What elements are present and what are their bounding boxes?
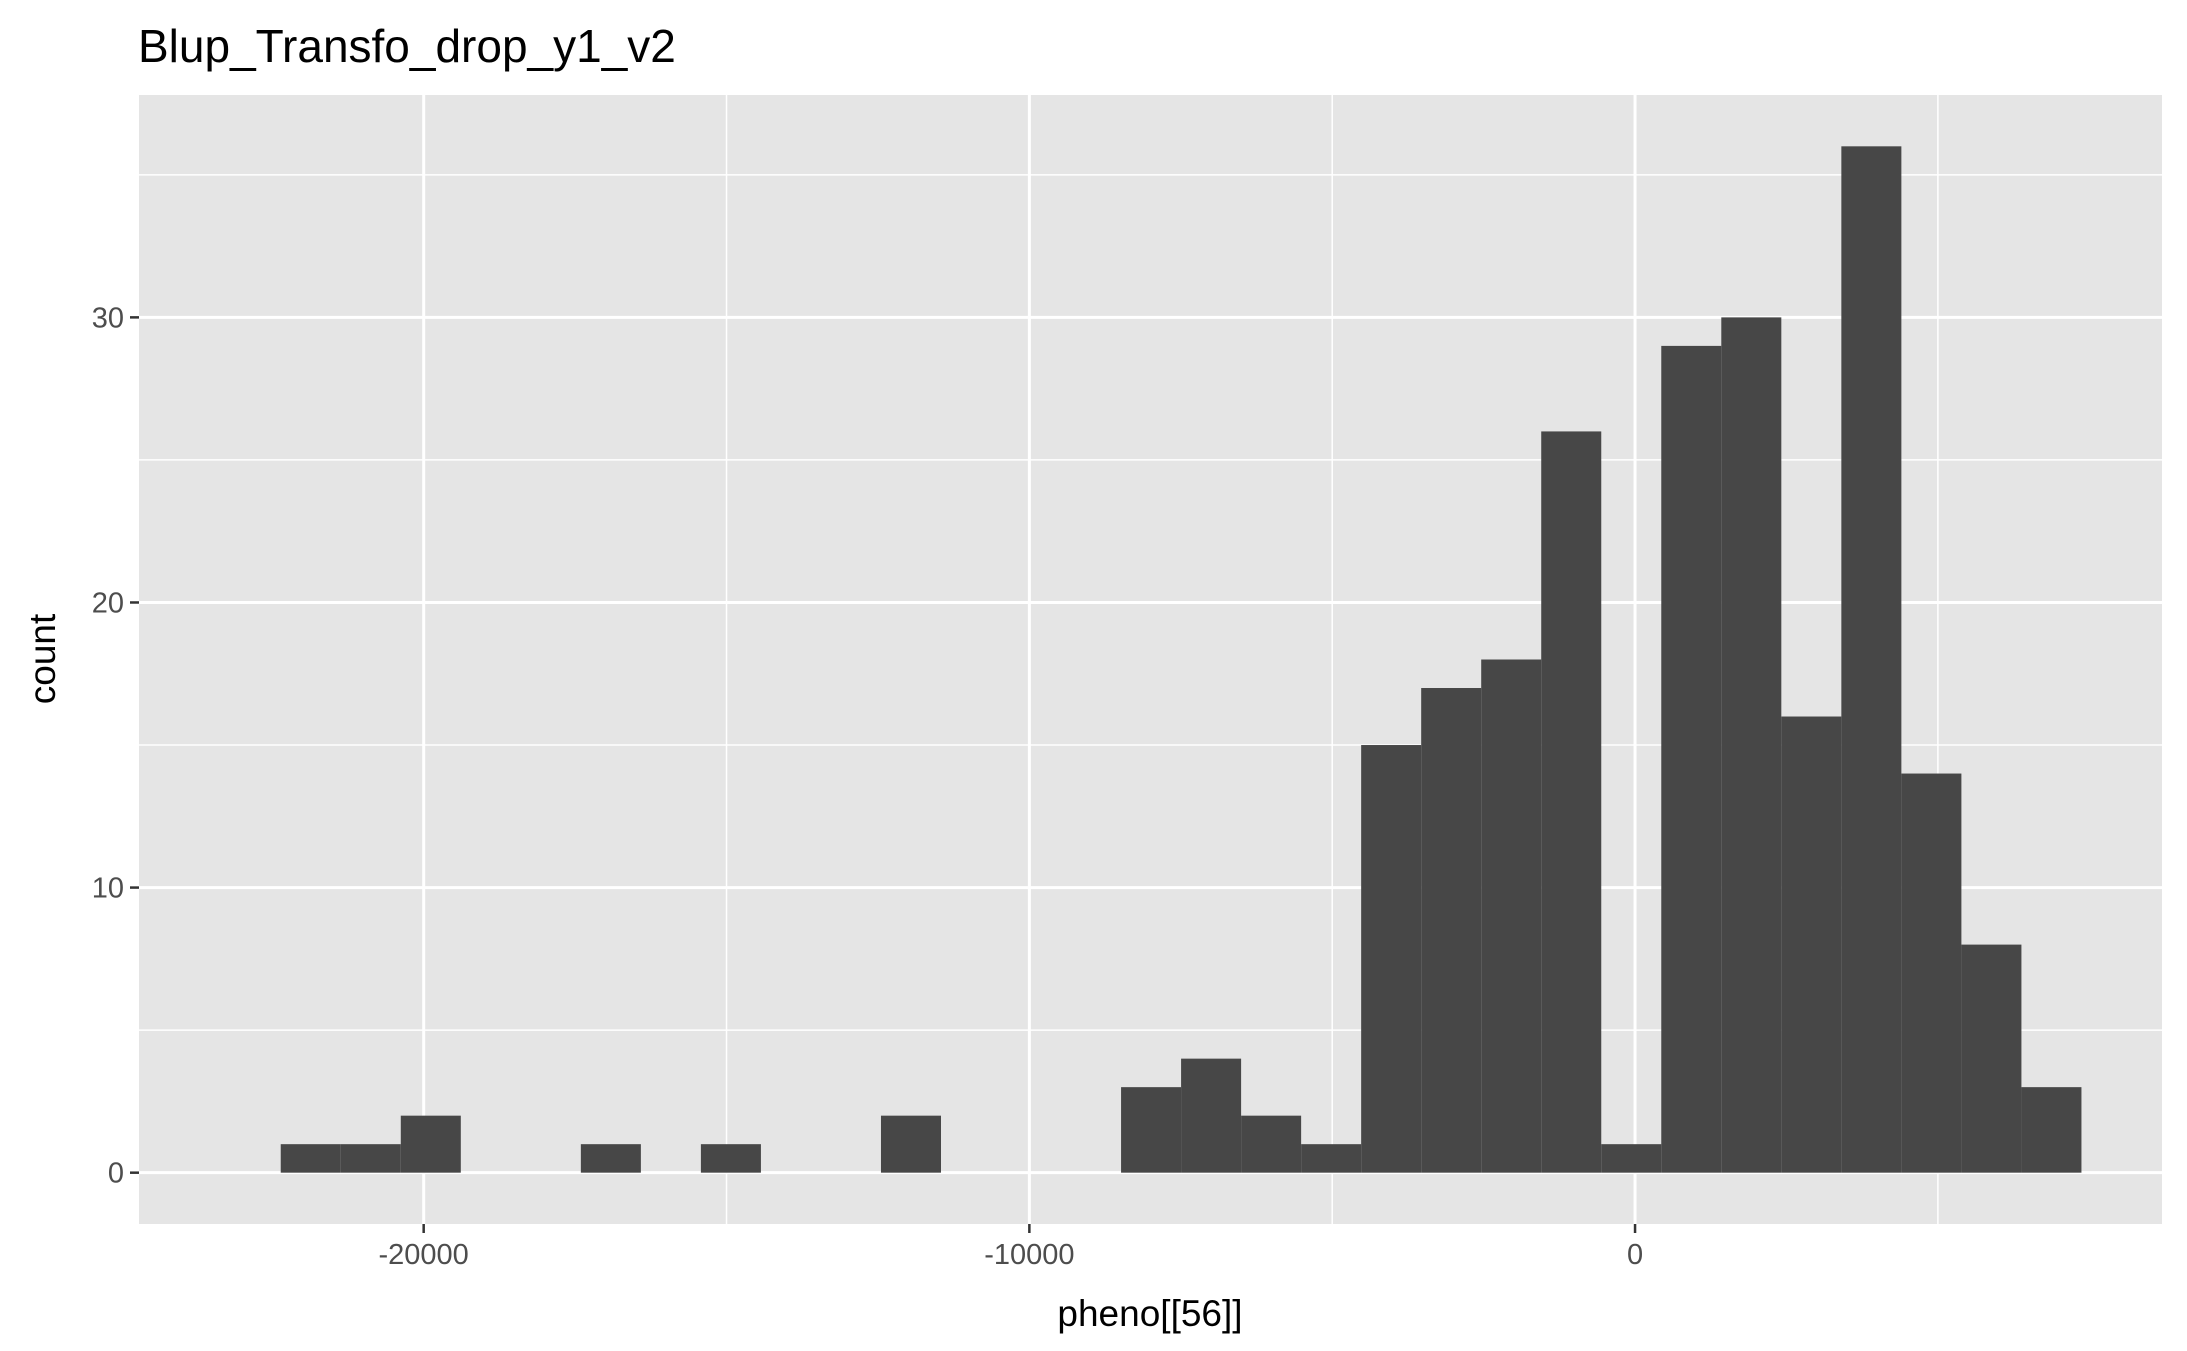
y-tick-label: 30: [92, 302, 124, 334]
histogram-bar: [1601, 1144, 1662, 1173]
minor-gridlines: [139, 95, 2162, 1224]
histogram-bar: [280, 1144, 341, 1173]
histogram-bar: [1901, 773, 1962, 1173]
histogram-bar: [1361, 745, 1422, 1173]
histogram-bar: [2021, 1087, 2082, 1173]
x-axis-title: pheno[[56]]: [1057, 1293, 1242, 1334]
histogram-bar: [1721, 317, 1782, 1173]
chart-title: Blup_Transfo_drop_y1_v2: [138, 20, 676, 72]
histogram-bar: [580, 1144, 641, 1173]
histogram-bar: [880, 1115, 941, 1173]
histogram-bar: [1481, 659, 1542, 1173]
y-axis: 0 10 20 30: [92, 302, 139, 1190]
histogram-bar: [1241, 1115, 1302, 1173]
y-axis-title: count: [22, 613, 63, 704]
y-tick-label: 20: [92, 587, 124, 619]
x-tick-label: -20000: [379, 1239, 469, 1271]
histogram-bar: [1181, 1058, 1242, 1173]
histogram-bar: [700, 1144, 761, 1173]
histogram-bar: [1781, 716, 1842, 1173]
histogram-bar: [1301, 1144, 1362, 1173]
x-tick-label: 0: [1627, 1239, 1643, 1271]
y-tick-label: 0: [108, 1158, 124, 1190]
histogram-bars: [280, 146, 2082, 1173]
x-tick-label: -10000: [984, 1239, 1074, 1271]
histogram-bar: [1541, 431, 1602, 1173]
histogram-bar: [400, 1115, 461, 1173]
y-tick-label: 10: [92, 873, 124, 905]
histogram-bar: [1121, 1087, 1182, 1173]
x-axis: -20000 -10000 0: [379, 1224, 1643, 1271]
histogram-bar: [1421, 688, 1482, 1173]
histogram-bar: [1841, 146, 1902, 1173]
histogram-bar: [1961, 944, 2022, 1173]
histogram-bar: [340, 1144, 401, 1173]
histogram-bar: [1661, 345, 1722, 1173]
